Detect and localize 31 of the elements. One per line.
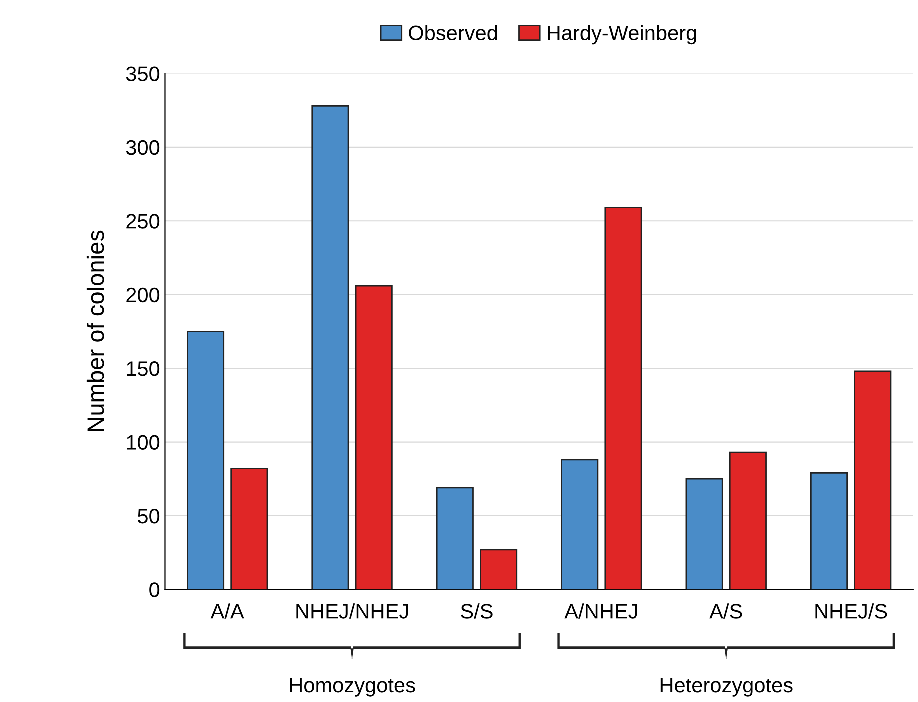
bar [729, 452, 767, 590]
y-axis-title: Number of colonies [86, 230, 104, 432]
bar [810, 472, 848, 590]
legend-label: Hardy-Weinberg [548, 25, 696, 45]
bar [480, 549, 518, 590]
y-tick-label: 200 [126, 288, 160, 303]
bar [854, 370, 892, 590]
y-tick-label: 100 [127, 435, 160, 450]
x-tick-label: NHEJ/NHEJ [296, 604, 408, 619]
x-tick-label: A/NHEJ [564, 604, 638, 619]
bar [355, 285, 393, 590]
y-tick-label: 0 [150, 582, 160, 598]
bar [230, 468, 268, 590]
text: Homozygotes [290, 678, 416, 697]
legend-label: Observed [409, 25, 498, 41]
y-tick-label: 50 [138, 508, 160, 524]
y-tick-label: 300 [126, 140, 160, 156]
y-tick-label: 250 [126, 214, 160, 229]
y-tick-label: 150 [127, 362, 160, 376]
text: Heterozygotes [660, 678, 793, 697]
bar [186, 331, 225, 590]
x-tick-label: A/S [710, 604, 742, 619]
x-tick-label: S/S [461, 604, 493, 619]
bar [686, 478, 724, 590]
x-tick-label: A/A [210, 604, 244, 619]
bar [312, 105, 350, 590]
bar [561, 459, 599, 590]
bar [604, 207, 642, 590]
x-tick-label: NHEJ/S [816, 604, 888, 619]
y-tick-label: 350 [126, 66, 160, 82]
bar [436, 487, 474, 590]
